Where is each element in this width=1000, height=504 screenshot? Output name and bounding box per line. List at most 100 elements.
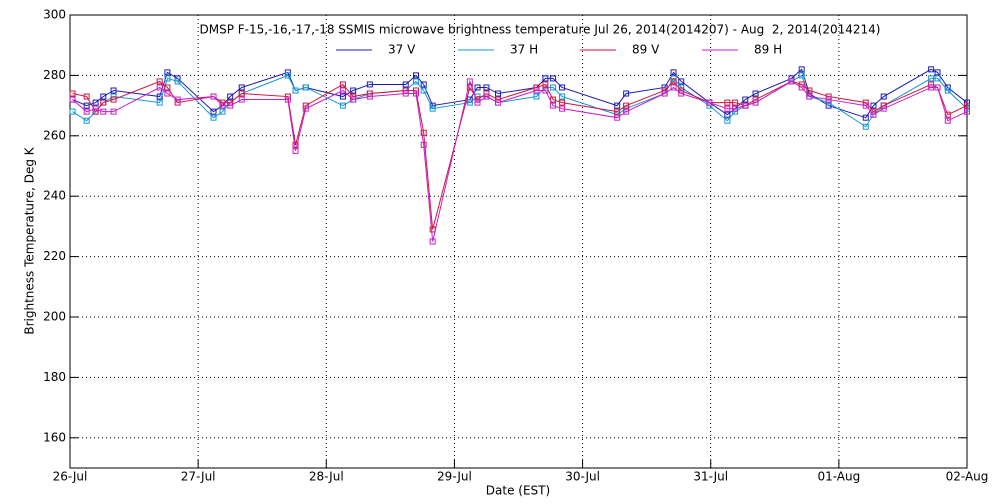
point-marker: [806, 93, 813, 100]
point-marker: [110, 96, 117, 103]
point-marker: [742, 102, 749, 109]
point-marker: [533, 93, 540, 100]
point-marker: [825, 93, 832, 100]
point-marker: [174, 78, 181, 85]
point-marker: [284, 96, 291, 103]
point-marker: [350, 96, 357, 103]
point-marker: [366, 90, 373, 97]
point-marker: [100, 108, 107, 115]
point-marker: [238, 84, 245, 91]
point-marker: [670, 69, 677, 76]
point-marker: [429, 105, 436, 112]
legend-label: 37 H: [510, 43, 538, 57]
point-marker: [862, 99, 869, 106]
point-marker: [724, 111, 731, 118]
point-marker: [227, 102, 234, 109]
point-marker: [862, 102, 869, 109]
point-marker: [164, 75, 171, 82]
point-marker: [402, 87, 409, 94]
y-tick-label: 240: [43, 189, 66, 203]
point-marker: [100, 99, 107, 106]
point-marker: [466, 78, 473, 85]
point-marker: [210, 114, 217, 121]
point-marker: [164, 90, 171, 97]
point-marker: [156, 99, 163, 106]
point-marker: [870, 102, 877, 109]
point-marker: [466, 99, 473, 106]
point-marker: [366, 93, 373, 100]
point-marker: [83, 108, 90, 115]
point-marker: [483, 84, 490, 91]
point-marker: [724, 117, 731, 124]
point-marker: [350, 87, 357, 94]
point-marker: [661, 90, 668, 97]
point-marker: [69, 96, 76, 103]
point-marker: [928, 75, 935, 82]
point-marker: [788, 78, 795, 85]
point-marker: [420, 129, 427, 136]
point-marker: [964, 99, 970, 106]
point-marker: [944, 117, 951, 124]
point-marker: [614, 114, 621, 121]
point-marker: [339, 93, 346, 100]
point-marker: [934, 69, 941, 76]
point-marker: [880, 105, 887, 112]
y-tick-label: 300: [43, 8, 66, 22]
point-marker: [559, 84, 566, 91]
point-marker: [402, 90, 409, 97]
y-tick-label: 220: [43, 249, 66, 263]
point-marker: [752, 99, 759, 106]
point-marker: [339, 81, 346, 88]
legend-label: 37 V: [388, 43, 416, 57]
point-marker: [219, 108, 226, 115]
point-marker: [542, 87, 549, 94]
point-marker: [210, 93, 217, 100]
point-marker: [798, 84, 805, 91]
x-tick-label: 01-Aug: [817, 470, 860, 484]
point-marker: [944, 111, 951, 118]
point-marker: [928, 84, 935, 91]
x-tick-label: 02-Aug: [946, 470, 989, 484]
point-marker: [559, 93, 566, 100]
point-marker: [533, 84, 540, 91]
point-marker: [934, 84, 941, 91]
point-marker: [825, 96, 832, 103]
chart-title: DMSP F-15,-16,-17,-18 SSMIS microwave br…: [199, 23, 880, 37]
point-marker: [302, 105, 309, 112]
point-marker: [928, 81, 935, 88]
point-marker: [339, 87, 346, 94]
point-marker: [614, 108, 621, 115]
point-marker: [219, 102, 226, 109]
point-marker: [284, 93, 291, 100]
point-marker: [366, 81, 373, 88]
point-marker: [550, 75, 557, 82]
point-marker: [83, 93, 90, 100]
point-marker: [862, 123, 869, 130]
x-tick-label: 26-Jul: [53, 470, 88, 484]
point-marker: [238, 90, 245, 97]
point-marker: [670, 84, 677, 91]
point-marker: [174, 96, 181, 103]
point-marker: [964, 108, 970, 115]
y-tick-label: 180: [43, 370, 66, 384]
point-marker: [110, 108, 117, 115]
point-marker: [724, 105, 731, 112]
point-marker: [412, 72, 419, 79]
point-marker: [164, 69, 171, 76]
point-marker: [420, 81, 427, 88]
point-marker: [412, 90, 419, 97]
point-marker: [292, 87, 299, 94]
point-marker: [550, 96, 557, 103]
point-marker: [164, 84, 171, 91]
y-tick-label: 280: [43, 68, 66, 82]
point-marker: [474, 84, 481, 91]
point-marker: [559, 99, 566, 106]
point-marker: [83, 117, 90, 124]
legend-label: 89 V: [632, 43, 660, 57]
point-marker: [238, 96, 245, 103]
point-marker: [474, 99, 481, 106]
point-marker: [862, 114, 869, 121]
point-marker: [174, 99, 181, 106]
point-marker: [752, 90, 759, 97]
